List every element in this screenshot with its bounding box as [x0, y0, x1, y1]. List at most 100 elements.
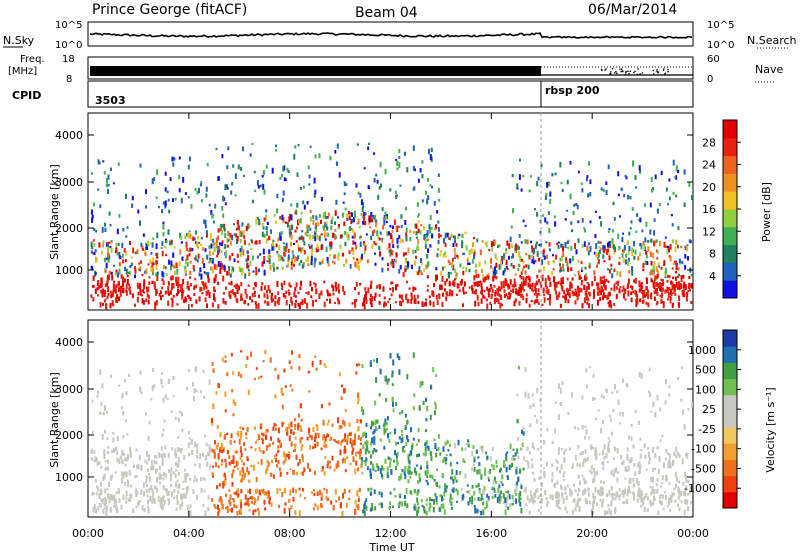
heatmap-cell: [361, 364, 364, 369]
heatmap-cell: [587, 492, 590, 497]
heatmap-cell: [564, 218, 567, 221]
heatmap-cell: [624, 488, 627, 495]
heatmap-cell: [281, 256, 284, 260]
heatmap-cell: [534, 285, 537, 291]
power-colorbar-label: Power [dB]: [760, 182, 773, 242]
heatmap-cell: [432, 301, 435, 308]
heatmap-cell: [291, 250, 294, 255]
heatmap-cell: [638, 461, 641, 467]
heatmap-cell: [615, 293, 618, 300]
heatmap-cell: [288, 454, 290, 460]
heatmap-cell: [106, 280, 109, 287]
heatmap-cell: [172, 283, 175, 289]
heatmap-cell: [230, 280, 233, 286]
time-x-axis: 00:00 04:00 08:00 12:00 16:00 20:00 00:00: [72, 113, 709, 540]
heatmap-cell: [342, 252, 344, 257]
heatmap-cell: [98, 242, 101, 248]
heatmap-cell: [176, 500, 179, 505]
heatmap-cell: [100, 489, 103, 492]
heatmap-cell: [111, 274, 114, 281]
heatmap-cell: [445, 453, 448, 457]
heatmap-cell: [148, 281, 151, 286]
heatmap-cell: [578, 487, 580, 492]
heatmap-cell: [370, 426, 372, 430]
heatmap-cell: [109, 302, 112, 309]
heatmap-cell: [288, 435, 291, 441]
heatmap-cell: [425, 498, 428, 502]
heatmap-cell: [143, 482, 145, 488]
heatmap-cell: [121, 471, 124, 477]
heatmap-cell: [395, 402, 398, 406]
heatmap-cell: [458, 289, 461, 293]
heatmap-cell: [655, 266, 658, 271]
colorbar-segment: [723, 209, 737, 228]
heatmap-cell: [389, 233, 392, 239]
heatmap-cell: [345, 502, 348, 508]
heatmap-cell: [186, 504, 189, 510]
heatmap-cell: [489, 301, 492, 305]
heatmap-cell: [236, 510, 239, 516]
heatmap-cell: [310, 250, 313, 257]
heatmap-cell: [314, 154, 317, 159]
heatmap-cell: [268, 258, 271, 265]
heatmap-cell: [372, 431, 375, 435]
heatmap-cell: [395, 252, 398, 258]
heatmap-cell: [268, 443, 271, 447]
heatmap-cell: [226, 372, 229, 377]
heatmap-cell: [427, 446, 430, 451]
heatmap-cell: [528, 498, 531, 504]
heatmap-cell: [310, 255, 313, 261]
heatmap-cell: [504, 268, 507, 272]
heatmap-cell: [288, 228, 291, 234]
heatmap-cell: [136, 249, 139, 255]
heatmap-cell: [654, 275, 657, 281]
heatmap-cell: [676, 262, 678, 266]
heatmap-cell: [463, 252, 466, 255]
heatmap-cell: [312, 300, 314, 307]
heatmap-cell: [643, 293, 646, 298]
heatmap-cell: [399, 264, 402, 270]
heatmap-cell: [438, 233, 441, 239]
heatmap-cell: [540, 163, 543, 168]
heatmap-cell: [611, 229, 614, 233]
heatmap-cell: [643, 495, 646, 500]
heatmap-cell: [532, 446, 535, 450]
heatmap-cell: [543, 255, 546, 260]
heatmap-cell: [659, 439, 662, 443]
heatmap-cell: [196, 494, 198, 500]
heatmap-cell: [374, 214, 376, 221]
heatmap-cell: [265, 434, 267, 440]
heatmap-cell: [187, 250, 190, 253]
heatmap-cell: [356, 429, 359, 432]
heatmap-cell: [451, 282, 454, 286]
heatmap-cell: [635, 298, 638, 302]
heatmap-cell: [290, 234, 293, 240]
heatmap-cell: [189, 233, 192, 239]
heatmap-cell: [490, 463, 493, 467]
heatmap-cell: [371, 508, 374, 511]
heatmap-cell: [664, 400, 667, 405]
heatmap-cell: [300, 211, 303, 215]
heatmap-cell: [467, 439, 470, 443]
heatmap-cell: [493, 488, 496, 493]
heatmap-cell: [603, 280, 606, 287]
heatmap-cell: [404, 424, 407, 429]
heatmap-cell: [621, 236, 624, 243]
heatmap-cell: [569, 281, 572, 286]
heatmap-cell: [599, 499, 602, 502]
heatmap-cell: [666, 505, 669, 508]
heatmap-cell: [161, 453, 164, 459]
heatmap-cell: [450, 272, 453, 275]
heatmap-cell: [598, 215, 601, 219]
heatmap-cell: [620, 462, 623, 465]
heatmap-cell: [349, 212, 352, 215]
heatmap-cell: [189, 247, 192, 252]
heatmap-cell: [587, 193, 589, 198]
heatmap-cell: [120, 504, 123, 510]
heatmap-cell: [532, 499, 535, 505]
heatmap-cell: [217, 383, 220, 388]
heatmap-cell: [303, 241, 306, 246]
heatmap-cell: [687, 284, 690, 290]
heatmap-cell: [629, 196, 632, 200]
heatmap-cell: [651, 189, 653, 193]
